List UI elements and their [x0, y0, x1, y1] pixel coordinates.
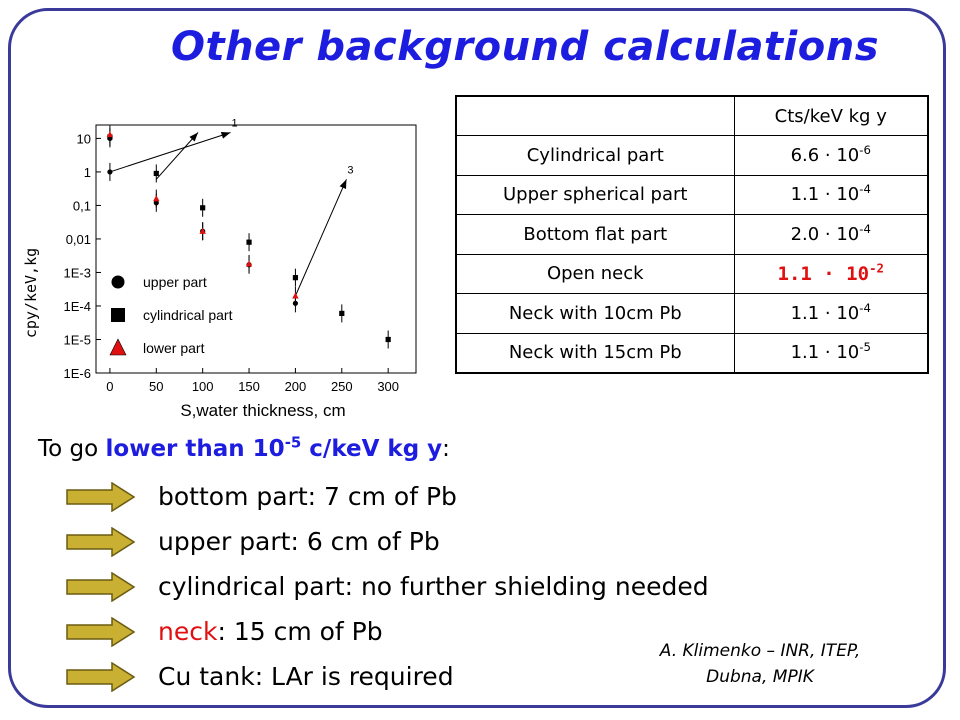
- value-mantissa: 1.1 · 10: [790, 342, 860, 363]
- legend-label: upper part: [143, 274, 207, 290]
- table-header-cell: Cts/keV kg y: [733, 95, 929, 136]
- trend-line: [294, 179, 347, 297]
- x-tick-label: 100: [192, 379, 214, 394]
- lower-part-point: [153, 195, 160, 202]
- legend-triangle-icon: [109, 338, 127, 356]
- value-mantissa: 1.1 · 10: [790, 302, 860, 324]
- row-value: 6.6 · 10-6: [733, 135, 929, 176]
- x-tick-label: 50: [149, 379, 163, 394]
- x-tick-label: 0: [106, 379, 113, 394]
- list-item-text: cylindrical part: no further shielding n…: [158, 572, 709, 601]
- row-label: Cylindrical part: [455, 135, 735, 176]
- cylindrical-part-point: [292, 275, 299, 281]
- trend-arrowhead: [220, 131, 231, 139]
- y-tick-label: 10: [77, 131, 91, 146]
- legend-square-icon: [111, 308, 125, 322]
- slide-frame: [8, 8, 946, 708]
- value-exponent: -4: [859, 300, 871, 315]
- credit-line-2: Dubna, MPIK: [706, 667, 814, 687]
- value-exponent: -6: [859, 142, 871, 157]
- table-row: Bottom flat part 2.0 · 10-4: [455, 214, 929, 255]
- intro-prefix: To go: [38, 436, 106, 462]
- intro-suffix: :: [442, 436, 450, 462]
- row-value: 1.1 · 10-5: [733, 332, 929, 373]
- table-row: Cylindrical part 6.6 · 10-6: [455, 135, 929, 176]
- table-row: Neck with 10cm Pb 1.1 · 10-4: [455, 293, 929, 334]
- row-label: Neck with 10cm Pb: [455, 293, 735, 334]
- arrow-right-icon: [66, 482, 136, 512]
- highlight-word: neck: [158, 617, 218, 646]
- trend-line: [109, 132, 231, 173]
- intro-highlight: lower than 10-5 c/keV kg y: [105, 433, 443, 462]
- row-label: Neck with 15cm Pb: [455, 332, 735, 373]
- x-tick-label: 300: [377, 379, 399, 394]
- cylindrical-part-point: [153, 170, 159, 177]
- row-value: 1.1 · 10-4: [733, 174, 929, 215]
- x-tick-label: 150: [238, 379, 260, 394]
- row-value: 1.1 · 10-2: [733, 253, 929, 294]
- y-tick-label: 0,01: [66, 232, 91, 247]
- cylindrical-part-point: [339, 310, 345, 317]
- row-label: Open neck: [455, 253, 735, 294]
- background-vs-water-chart: 10 1 0,1 0,01 1E-3 1E-4 1E-5 1E-6 0 50 100 150 200 2…: [22, 118, 417, 420]
- table-row: Upper spherical part 1.1 · 10-4: [455, 174, 929, 215]
- cylindrical-part-point: [246, 239, 252, 245]
- row-value: 2.0 · 10-4: [733, 214, 929, 255]
- intro-text: To go lower than 10-5 c/keV kg y:: [38, 433, 450, 462]
- credit-line-1: A. Klimenko – INR, ITEP,: [659, 641, 861, 661]
- value-exponent: -4: [859, 221, 871, 236]
- trend-line: [155, 132, 199, 180]
- value-mantissa: 1.1 · 10: [790, 184, 860, 206]
- slide-title: Other background calculations: [170, 24, 880, 70]
- x-tick-label: 200: [285, 379, 307, 394]
- row-value: 1.1 · 10-4: [733, 293, 929, 334]
- upper-part-point: [107, 169, 113, 175]
- arrow-right-icon: [66, 527, 136, 557]
- value-exponent: -5: [859, 340, 871, 354]
- lower-part-point: [199, 227, 206, 234]
- legend-label: lower part: [143, 340, 205, 356]
- row-label: Upper spherical part: [455, 174, 735, 215]
- trend-label: 1: [231, 118, 237, 130]
- plot-frame: [95, 124, 417, 374]
- cylindrical-part-point: [385, 336, 391, 343]
- list-item-text: upper part: 6 cm of Pb: [158, 527, 440, 556]
- arrow-right-icon: [66, 662, 136, 692]
- value-mantissa: 2.0 · 10: [790, 223, 860, 245]
- credit-text: A. Klimenko – INR, ITEP, Dubna, MPIK: [620, 638, 900, 690]
- legend-circle-icon: [111, 275, 125, 289]
- y-tick-label: 1E-3: [64, 265, 91, 280]
- table-header-cell: [455, 95, 735, 136]
- list-item-text: neck: 15 cm of Pb: [158, 617, 383, 646]
- value-exponent: -4: [859, 182, 871, 197]
- row-label: Bottom flat part: [455, 214, 735, 255]
- list-item-text: Cu tank: LAr is required: [158, 662, 454, 691]
- arrow-right-icon: [66, 572, 136, 602]
- cylindrical-part-point: [200, 205, 206, 211]
- value-mantissa: 1.1 · 10: [777, 262, 870, 285]
- table-header-row: Cts/keV kg y: [455, 95, 929, 136]
- y-tick-label: 0,1: [73, 198, 91, 213]
- value-exponent: -2: [869, 261, 884, 276]
- y-tick-label: 1E-6: [64, 366, 91, 381]
- list-item-text: bottom part: 7 cm of Pb: [158, 482, 457, 511]
- x-tick-label: 250: [331, 379, 353, 394]
- trend-arrowhead: [189, 132, 199, 142]
- trend-arrowhead: [339, 179, 347, 190]
- table-row: Open neck 1.1 · 10-2: [455, 253, 929, 294]
- arrow-right-icon: [66, 617, 136, 647]
- x-axis-label: S,water thickness, cm: [180, 401, 345, 420]
- trend-label: 3: [347, 164, 353, 176]
- y-tick-label: 1: [84, 165, 91, 180]
- y-tick-label: 1E-5: [64, 332, 91, 347]
- y-axis-label: cpy/keV,kg: [22, 248, 40, 338]
- lower-part-point: [292, 292, 299, 299]
- lower-part-point: [106, 131, 114, 138]
- background-table: Cts/keV kg y Cylindrical part 6.6 · 10-6 U…: [455, 95, 929, 374]
- legend-label: cylindrical part: [143, 307, 233, 323]
- table-row: Neck with 15cm Pb 1.1 · 10-5: [455, 332, 929, 373]
- value-mantissa: 6.6 · 10: [790, 144, 860, 166]
- y-tick-label: 1E-4: [64, 299, 91, 314]
- lower-part-point: [245, 260, 253, 267]
